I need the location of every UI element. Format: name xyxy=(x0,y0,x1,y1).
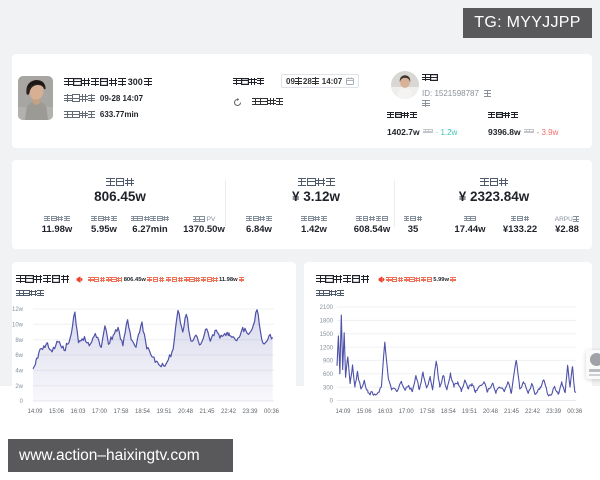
svg-text:14:09: 14:09 xyxy=(27,409,43,415)
svg-text:2w: 2w xyxy=(15,384,23,390)
svg-text:900: 900 xyxy=(323,359,334,365)
svg-text:00:36: 00:36 xyxy=(264,409,280,415)
svg-text:17:00: 17:00 xyxy=(92,409,108,415)
svg-text:17:58: 17:58 xyxy=(420,409,436,415)
svg-text:2100: 2100 xyxy=(320,305,334,311)
svg-text:21:45: 21:45 xyxy=(504,409,520,415)
svg-text:19:51: 19:51 xyxy=(462,409,478,415)
svg-text:1500: 1500 xyxy=(320,332,334,338)
svg-text:15:06: 15:06 xyxy=(49,409,65,415)
svg-text:19:51: 19:51 xyxy=(156,409,172,415)
svg-text:21:45: 21:45 xyxy=(199,409,215,415)
svg-text:1200: 1200 xyxy=(320,345,334,351)
svg-text:0: 0 xyxy=(330,399,334,405)
svg-text:17:58: 17:58 xyxy=(113,409,129,415)
svg-text:16:03: 16:03 xyxy=(378,409,394,415)
svg-text:23:39: 23:39 xyxy=(242,409,258,415)
svg-text:12w: 12w xyxy=(12,307,24,313)
svg-text:22:42: 22:42 xyxy=(221,409,237,415)
svg-text:00:36: 00:36 xyxy=(567,409,583,415)
svg-text:18:54: 18:54 xyxy=(441,409,457,415)
svg-text:6w: 6w xyxy=(15,353,23,359)
svg-text:8w: 8w xyxy=(15,338,23,344)
svg-text:20:48: 20:48 xyxy=(178,409,194,415)
svg-text:15:06: 15:06 xyxy=(357,409,373,415)
svg-text:0: 0 xyxy=(20,399,24,405)
svg-text:20:48: 20:48 xyxy=(483,409,499,415)
svg-text:22:42: 22:42 xyxy=(525,409,541,415)
svg-text:4w: 4w xyxy=(15,369,23,375)
svg-text:16:03: 16:03 xyxy=(70,409,86,415)
svg-text:10w: 10w xyxy=(12,323,24,329)
svg-text:300: 300 xyxy=(323,385,334,391)
svg-text:600: 600 xyxy=(323,372,334,378)
svg-text:1800: 1800 xyxy=(320,319,334,325)
svg-text:14:09: 14:09 xyxy=(335,409,351,415)
svg-text:23:39: 23:39 xyxy=(546,409,562,415)
svg-text:17:00: 17:00 xyxy=(399,409,415,415)
svg-text:18:54: 18:54 xyxy=(135,409,151,415)
